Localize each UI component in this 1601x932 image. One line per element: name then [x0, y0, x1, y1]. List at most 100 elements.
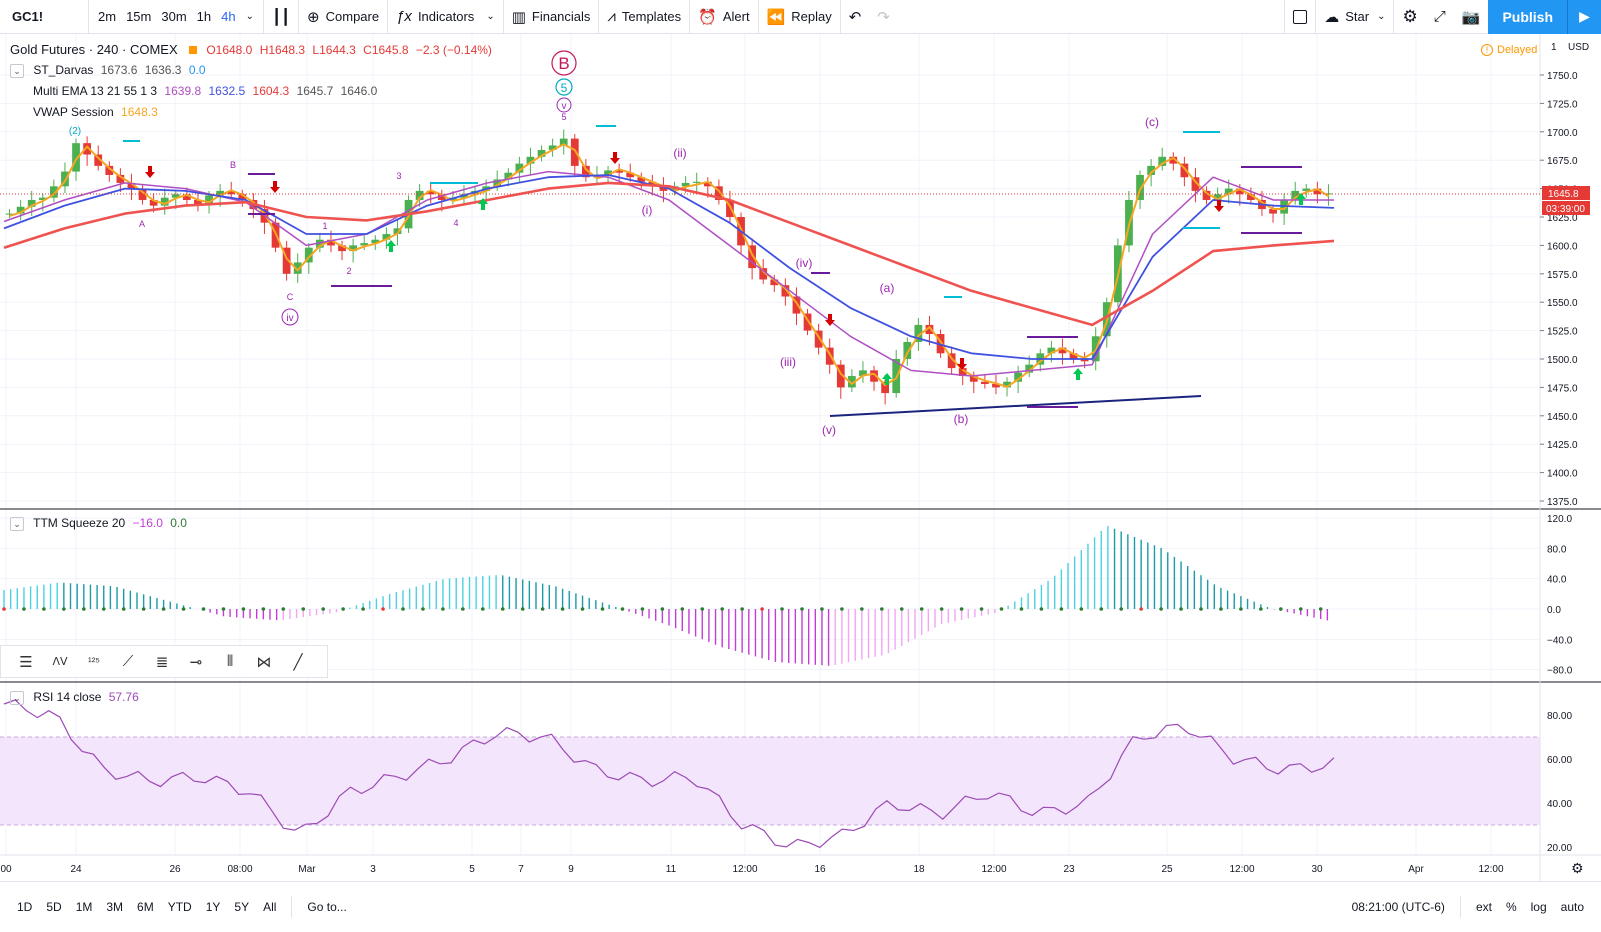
time-tick-label: 3 — [370, 864, 376, 875]
line-tool-icon[interactable]: ╱ — [293, 653, 303, 671]
snapshot-button[interactable]: 📷 — [1454, 0, 1489, 34]
publish-button[interactable]: Publish — [1488, 0, 1567, 34]
interval-2m[interactable]: 2m — [98, 9, 117, 24]
squeeze-tick-label: 80.0 — [1547, 544, 1567, 555]
play-button[interactable]: ▶ — [1567, 0, 1601, 34]
range-1d[interactable]: 1D — [17, 900, 33, 914]
interval-4h[interactable]: 4h — [221, 9, 236, 24]
price-axis[interactable]: 1750.01725.01700.01675.01650.01625.01600… — [1540, 71, 1578, 854]
range-6m[interactable]: 6M — [137, 900, 154, 914]
indicators-button[interactable]: ƒx Indicators ⌄ — [388, 0, 503, 34]
horizontal-ray-icon[interactable]: ⊸ — [189, 653, 203, 671]
chevron-down-icon: ⌄ — [1377, 11, 1386, 22]
range-5d[interactable]: 5D — [46, 900, 62, 914]
alert-button[interactable]: ⏰ Alert — [690, 0, 757, 34]
wave-label: (ii) — [673, 146, 686, 160]
squeeze-dot — [22, 607, 26, 611]
redo-button[interactable]: ↷ — [869, 0, 898, 34]
vwap-value: 1648.3 — [121, 105, 158, 119]
candle-body — [83, 143, 92, 155]
symbol-title[interactable]: Gold Futures · 240 · COMEX — [10, 42, 178, 57]
abc-pattern-icon[interactable]: ᐱᐯ — [52, 656, 68, 668]
replay-button[interactable]: ⏪ Replay — [759, 0, 840, 34]
ext-toggle[interactable]: ext — [1475, 900, 1492, 914]
range-1m[interactable]: 1M — [75, 900, 93, 914]
squeeze-dot — [780, 607, 784, 611]
rewind-icon: ⏪ — [766, 8, 786, 26]
range-1y[interactable]: 1Y — [205, 900, 221, 914]
candle-body — [338, 245, 346, 252]
interval-1h[interactable]: 1h — [196, 9, 212, 24]
candle-body — [216, 190, 225, 196]
star-button[interactable]: ☁ Star ⌄ — [1316, 0, 1393, 34]
goto-button[interactable]: Go to... — [307, 900, 347, 914]
chart-area[interactable]: B5viv(i)(ii)(iii)(iv)(v)(a)(b)(c)ABC1234… — [0, 34, 1601, 881]
price-tick-label: 1750.0 — [1547, 71, 1578, 82]
countdown-tag — [1542, 201, 1590, 215]
price-tick-label: 1500.0 — [1547, 355, 1578, 366]
undo-button[interactable]: ↶ — [841, 0, 870, 34]
vertical-lines-icon[interactable]: ⦀ — [226, 653, 234, 670]
collapse-toggle[interactable]: ⌄ — [10, 690, 24, 705]
candle-body — [903, 341, 912, 359]
interval-30m[interactable]: 30m — [161, 9, 187, 24]
interval-15m[interactable]: 15m — [126, 9, 152, 24]
candle-body — [925, 324, 934, 335]
wave-label: (iii) — [780, 355, 796, 369]
candle-body — [1069, 353, 1078, 359]
fib-retracement-icon[interactable]: ≣ — [155, 653, 169, 671]
elliott-wave-icon[interactable]: ¹²⁵ — [88, 655, 100, 668]
xabcd-pattern-icon[interactable]: ⋈ — [256, 653, 272, 671]
financials-button[interactable]: ▥ Financials — [504, 0, 599, 34]
compare-button[interactable]: ⊕ Compare — [299, 0, 387, 34]
candle-body — [304, 247, 313, 263]
gear-icon: ⚙ — [1402, 6, 1418, 26]
symbol-search[interactable]: GC1! — [0, 0, 88, 34]
time-tick-label: Apr — [1408, 864, 1424, 875]
range-all[interactable]: All — [263, 900, 277, 914]
auto-toggle[interactable]: auto — [1560, 900, 1584, 914]
arrow-up-icon — [882, 373, 892, 385]
range-3m[interactable]: 3M — [106, 900, 124, 914]
squeeze-dot — [939, 607, 944, 611]
candle-body — [1191, 177, 1200, 191]
templates-button[interactable]: ⩘ Templates — [599, 0, 689, 34]
log-toggle[interactable]: log — [1530, 900, 1547, 914]
divider — [298, 0, 300, 34]
chevron-down-icon[interactable]: ⌄ — [245, 11, 254, 22]
squeeze-dot — [1059, 607, 1064, 611]
arrow-down-icon — [1214, 200, 1224, 212]
indicators-label: Indicators — [417, 9, 475, 24]
squeeze-dot — [181, 607, 186, 611]
time-tick-label: 7 — [518, 864, 524, 875]
wave-label: B — [558, 54, 569, 73]
arrow-down-icon — [957, 358, 967, 370]
settings-button[interactable]: ⚙ — [1394, 0, 1425, 34]
squeeze-name[interactable]: TTM Squeeze 20 — [33, 516, 126, 530]
vwap-name[interactable]: VWAP Session — [33, 105, 114, 119]
darvas-name[interactable]: ST_Darvas — [33, 63, 94, 77]
delayed-badge[interactable]: ! Delayed — [1481, 44, 1537, 56]
squeeze-tick-label: 0.0 — [1547, 605, 1561, 616]
candle-body — [1324, 193, 1333, 195]
candle-body — [615, 170, 624, 173]
ema-name[interactable]: Multi EMA 13 21 55 1 3 — [33, 84, 158, 98]
chart-type-button[interactable]: ┃┃ — [264, 0, 298, 34]
fib-lines-icon[interactable]: ☰ — [19, 653, 33, 671]
gear-icon[interactable]: ⚙ — [1571, 860, 1584, 876]
percent-toggle[interactable]: % — [1505, 900, 1517, 914]
fullscreen-button[interactable]: ⤢ — [1426, 0, 1454, 34]
collapse-toggle[interactable]: ⌄ — [10, 516, 24, 531]
last-price-tag — [1542, 186, 1590, 200]
trend-line-icon[interactable]: ⟋ — [122, 653, 134, 670]
candle-body — [581, 165, 590, 178]
time-axis[interactable]: 00 24 26 08:00 Mar 3 5 7 9 11 12:00 16 18 12:00 23 25 12… — [0, 864, 1504, 875]
collapse-toggle[interactable]: ⌄ — [10, 63, 24, 78]
range-5y[interactable]: 5Y — [234, 900, 250, 914]
range-ytd[interactable]: YTD — [167, 900, 192, 914]
clock-label[interactable]: 08:21:00 (UTC-6) — [1351, 900, 1445, 914]
fullscreen-layout-button[interactable] — [1285, 0, 1315, 34]
squeeze-dot — [381, 607, 385, 611]
rsi-name[interactable]: RSI 14 close — [33, 690, 102, 704]
squeeze-tick-label: 120.0 — [1547, 514, 1572, 525]
